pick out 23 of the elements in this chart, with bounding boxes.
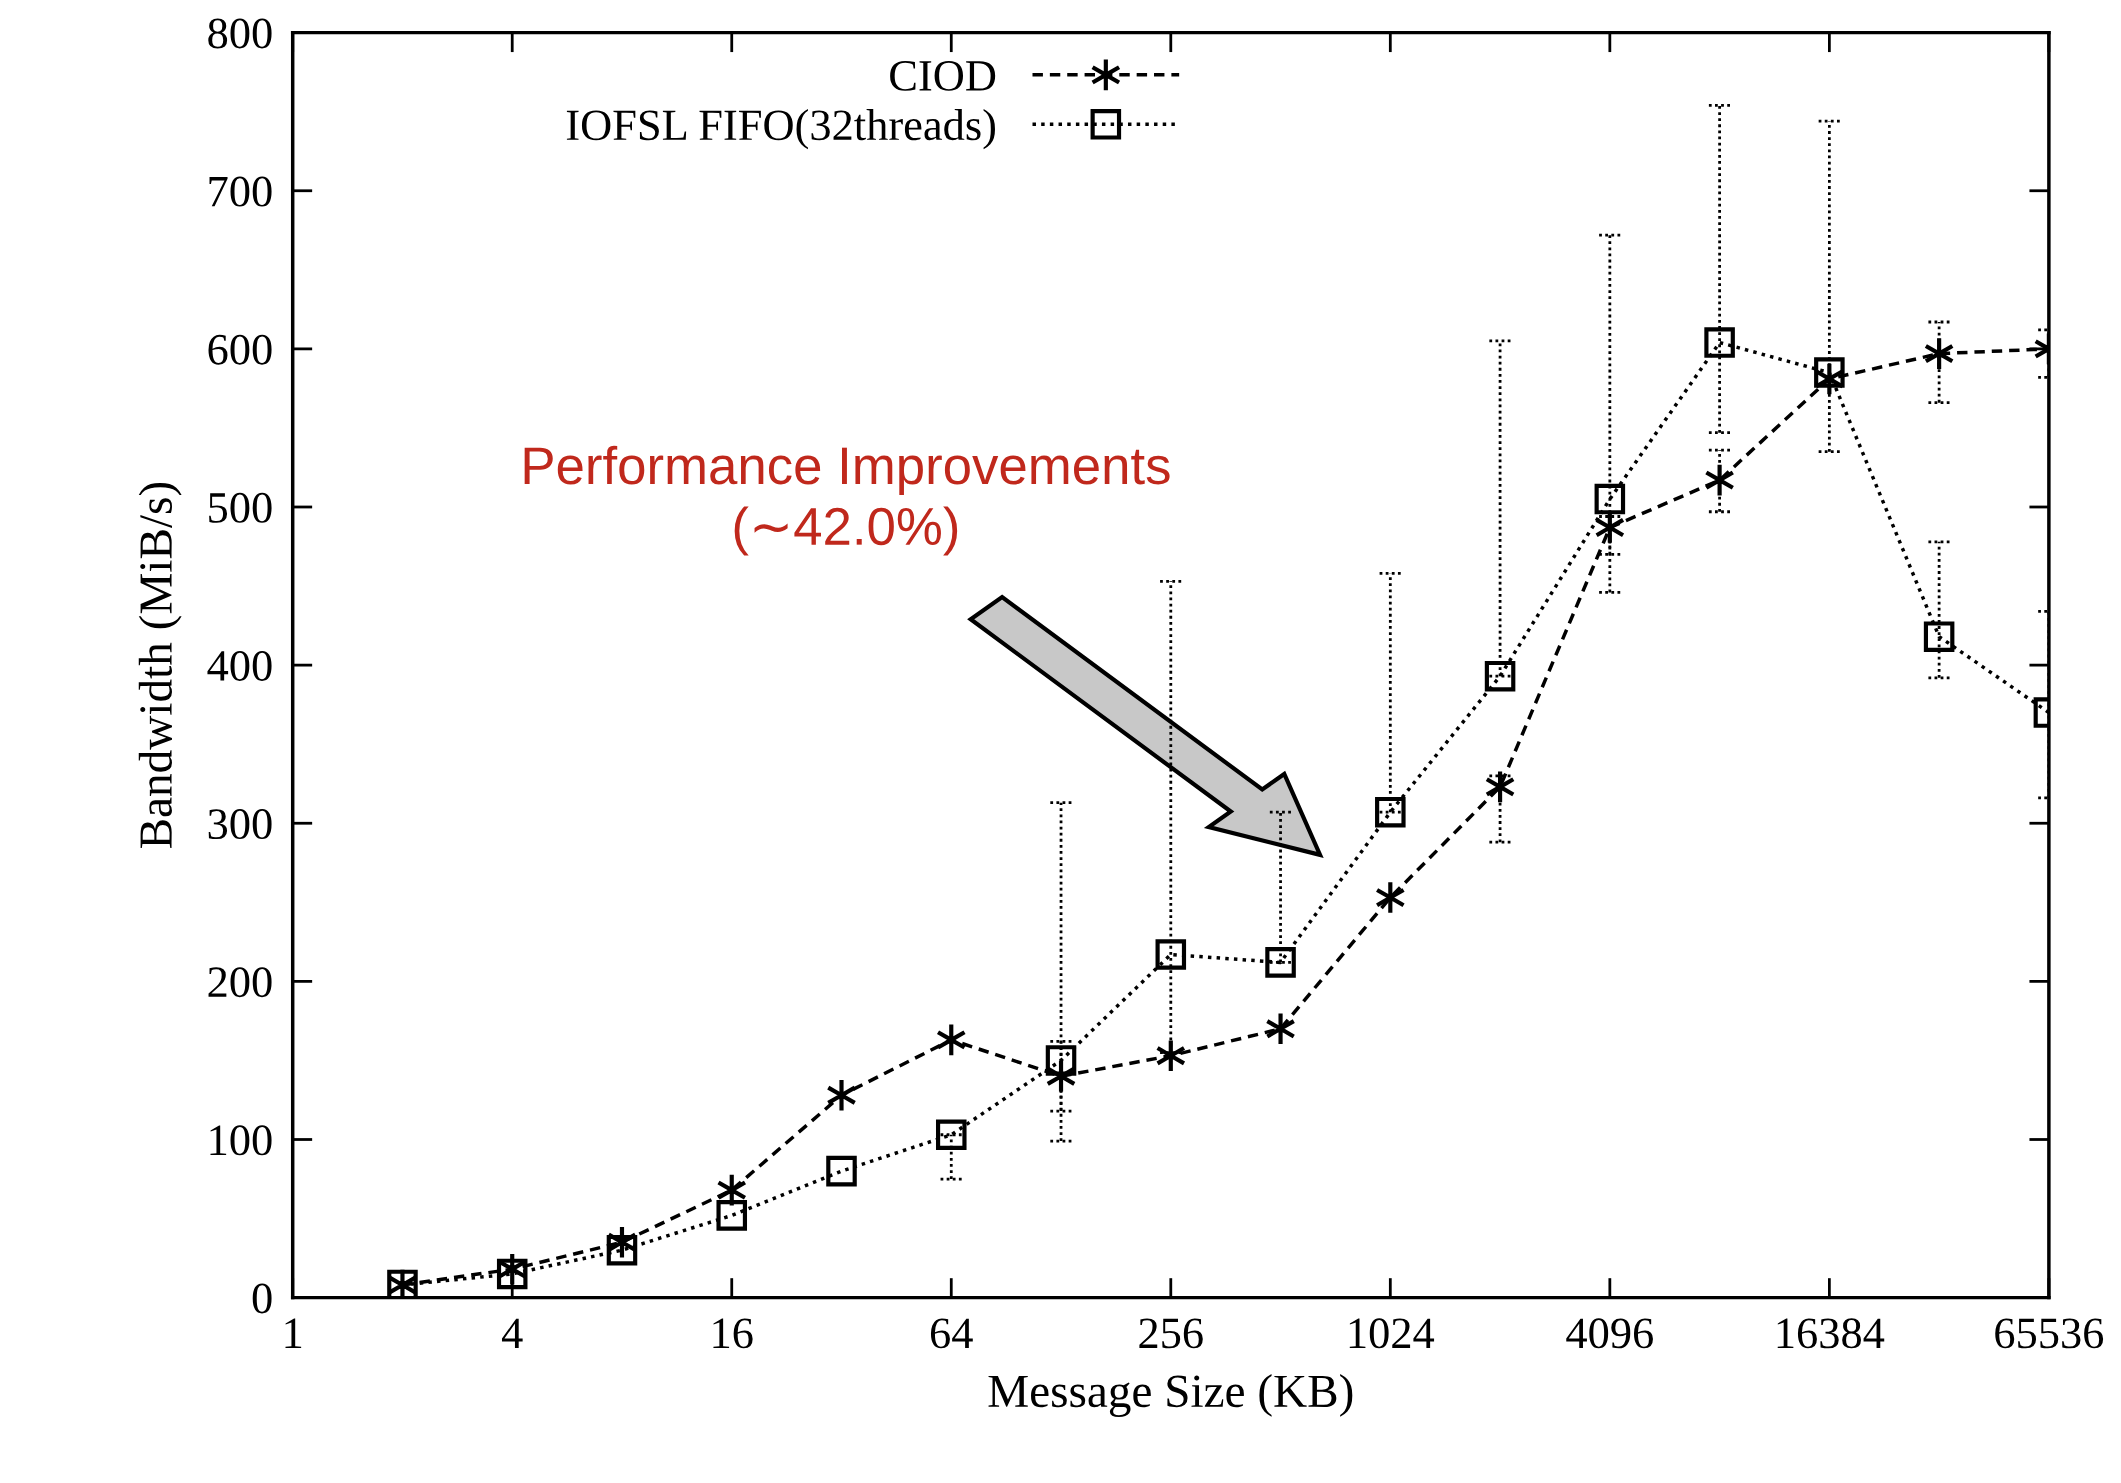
x-tick-label: 16 xyxy=(713,1318,753,1349)
y-tick-label: 600 xyxy=(208,334,272,365)
x-tick-label: 1024 xyxy=(1349,1318,1435,1349)
x-tick-label: 1 xyxy=(285,1318,302,1348)
y-tick-label: 400 xyxy=(207,650,272,681)
y-tick-label: 700 xyxy=(209,176,272,207)
legend-label: IOFSL FIFO(32threads) xyxy=(566,109,995,150)
x-axis-title: Message Size (KB) xyxy=(988,1374,1353,1417)
y-axis-title: Bandwidth (MiB/s) xyxy=(138,482,182,849)
x-tick-label: 4 xyxy=(501,1318,523,1348)
x-tick-label: 65536 xyxy=(1995,1318,2104,1349)
y-tick-label: 300 xyxy=(208,809,272,840)
y-tick-label: 500 xyxy=(209,492,272,523)
y-tick-label: 100 xyxy=(210,1125,272,1156)
annotation: Performance Improvements (∼42.0%) xyxy=(524,445,1170,556)
y-tick-label: 200 xyxy=(208,967,272,998)
y-tick-label: 0 xyxy=(252,1283,272,1314)
legend-label: CIOD xyxy=(890,60,996,91)
x-tick-label: 4096 xyxy=(1566,1318,1653,1349)
x-tick-label: 16384 xyxy=(1777,1318,1885,1349)
x-tick-label: 256 xyxy=(1139,1318,1203,1349)
y-tick-label: 800 xyxy=(208,18,272,49)
x-tick-label: 64 xyxy=(930,1318,973,1349)
